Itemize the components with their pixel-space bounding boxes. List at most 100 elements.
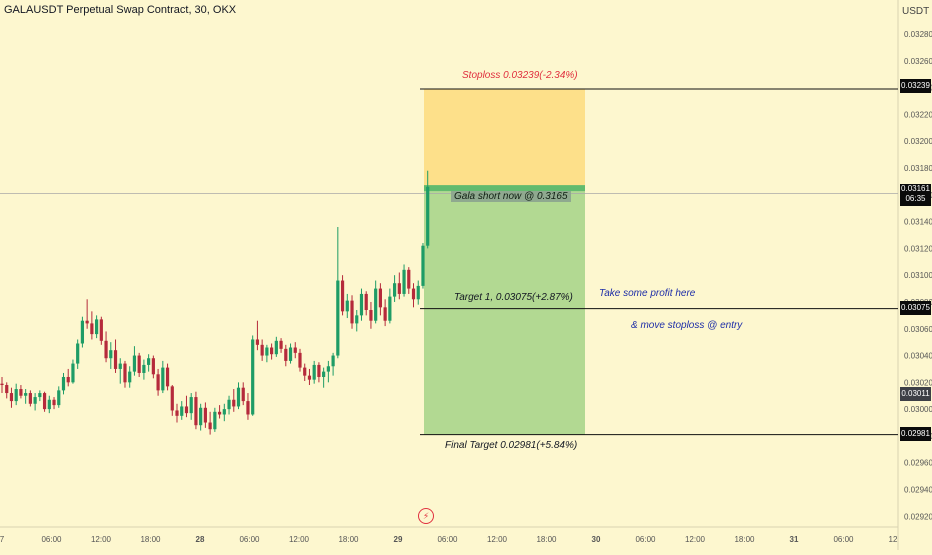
candle-body	[208, 422, 212, 430]
chart-title: GALAUSDT Perpetual Swap Contract, 30, OK…	[4, 4, 237, 16]
time-tick-label: 06:00	[437, 535, 458, 544]
candle-body	[61, 376, 66, 391]
target1-annotation: Target 1, 0.03075(+2.87%)	[454, 292, 573, 303]
candle-body	[345, 300, 349, 312]
candle-body	[123, 363, 127, 383]
time-tick-label: 18:00	[536, 535, 557, 544]
candle-body	[57, 390, 61, 406]
price-tick-label: 0.03260	[904, 57, 932, 66]
candle-body	[284, 348, 288, 361]
final-target-price-label: 0.02981	[900, 427, 931, 441]
price-tick-label: 0.02920	[904, 512, 932, 521]
candle-body	[180, 406, 184, 416]
candle-body	[270, 347, 274, 355]
candle-body	[265, 347, 269, 356]
candle-body	[293, 347, 297, 353]
candle-body	[232, 399, 236, 407]
candle-body	[317, 364, 321, 377]
candle-body	[66, 376, 70, 383]
candle-body	[90, 323, 94, 335]
candle-body	[28, 393, 32, 404]
candle-body	[151, 358, 155, 375]
candle-body	[165, 367, 170, 387]
take-profit-note: Take some profit here	[599, 288, 696, 299]
candle-body	[189, 397, 193, 414]
entry-annotation: Gala short now @ 0.3165	[451, 191, 571, 202]
time-tick-label: 06:00	[239, 535, 260, 544]
candle-body	[411, 288, 416, 300]
time-tick-label: 18:00	[734, 535, 755, 544]
candle-body	[392, 283, 397, 297]
candle-body	[156, 374, 160, 391]
time-tick-label: 12:00	[91, 535, 112, 544]
price-tick-label: 0.03180	[904, 164, 932, 173]
candle-body	[397, 283, 401, 294]
candle-body	[19, 389, 23, 396]
candle-body	[71, 363, 75, 383]
time-tick-label: 30	[592, 535, 601, 544]
candle-body	[369, 310, 373, 321]
candle-body	[336, 280, 340, 356]
candle-body	[184, 406, 189, 414]
time-tick-label: 18:00	[338, 535, 359, 544]
time-tick-label: 06:00	[833, 535, 854, 544]
candle-body	[274, 340, 278, 355]
price-tick-label: 0.03280	[904, 30, 932, 39]
flash-icon[interactable]: ⚡	[418, 508, 434, 524]
candle-body	[170, 386, 174, 411]
candle-body	[95, 319, 99, 335]
candle-body	[80, 320, 85, 344]
price-tick-label: 0.03220	[904, 110, 932, 119]
candle-body	[279, 340, 283, 349]
candle-body	[350, 300, 354, 324]
candle-body	[251, 339, 255, 415]
candle-body	[288, 347, 293, 361]
candle-body	[213, 411, 217, 430]
candle-body	[203, 407, 207, 423]
price-tick-label: 0.03000	[904, 405, 932, 414]
candle-body	[175, 410, 179, 416]
price-tick-label: 0.03020	[904, 378, 932, 387]
candle-body	[388, 296, 392, 321]
candle-body	[194, 397, 198, 426]
candle-body	[426, 186, 430, 246]
candle-body	[312, 364, 316, 380]
candle-body	[33, 397, 37, 404]
candle-body	[402, 269, 406, 294]
candle-body	[38, 393, 42, 398]
current-price-value: 0.03161	[901, 184, 930, 193]
candle-body	[260, 344, 264, 356]
candle-body	[128, 371, 132, 383]
stoploss-annotation: Stoploss 0.03239(-2.34%)	[462, 70, 578, 81]
candle-body	[109, 350, 113, 359]
time-tick-label: 31	[790, 535, 799, 544]
candle-body	[421, 245, 425, 286]
time-tick-label: 29	[394, 535, 403, 544]
candle-body	[298, 352, 302, 368]
candle-body	[0, 383, 4, 386]
candle-body	[236, 387, 241, 407]
candle-body	[47, 399, 51, 410]
candle-body	[142, 364, 146, 373]
time-tick-label: 28	[196, 535, 205, 544]
time-tick-label: 12:00	[289, 535, 310, 544]
candle-body	[5, 385, 9, 394]
time-tick-label: 12:00	[685, 535, 706, 544]
entry-band	[424, 185, 585, 192]
candle-body	[118, 363, 122, 369]
candle-body	[222, 409, 226, 415]
candle-body	[9, 393, 14, 402]
stoploss-price-label: 0.03239	[900, 79, 931, 93]
price-tick-label: 0.03200	[904, 137, 932, 146]
candle-body	[217, 411, 222, 415]
candle-body	[104, 340, 108, 359]
candle-body	[42, 393, 47, 410]
profit-zone	[424, 188, 585, 435]
candle-body	[416, 285, 420, 300]
time-tick-label: 06:00	[635, 535, 656, 544]
time-tick-label: 7	[0, 535, 5, 544]
candle-body	[407, 269, 411, 289]
currency-label: USDT	[902, 6, 930, 17]
